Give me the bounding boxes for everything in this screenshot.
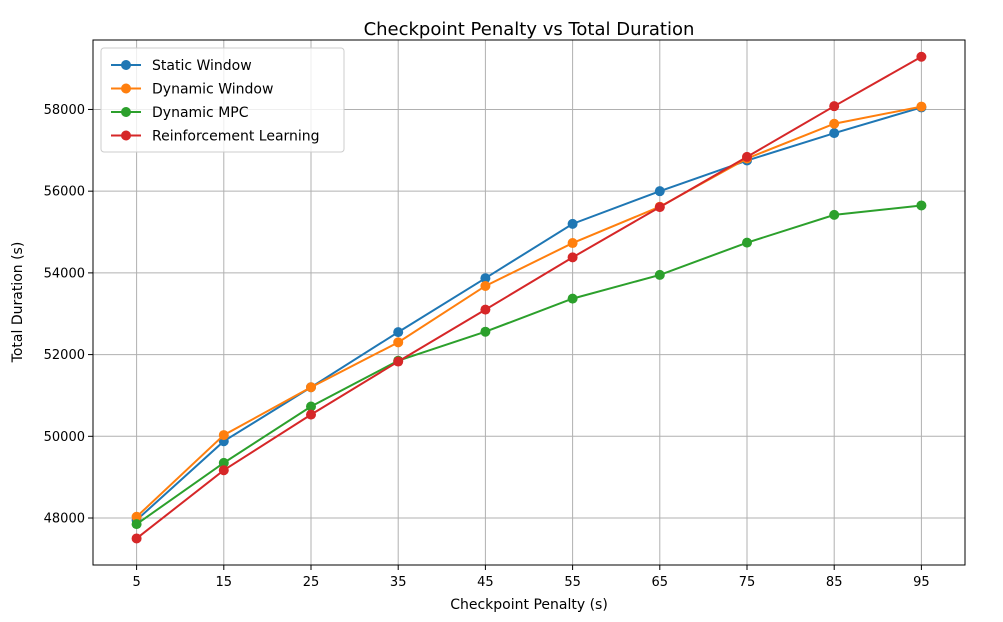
legend-entry: Dynamic MPC: [152, 105, 249, 121]
series-static-window: [131, 102, 927, 526]
x-tick-label: 75: [739, 575, 756, 590]
y-axis: 48000 50000 52000 54000 56000 58000: [44, 103, 93, 527]
data-point: [218, 430, 229, 441]
x-tick-label: 65: [652, 575, 669, 590]
legend-entry: Static Window: [152, 58, 252, 74]
data-point: [567, 293, 578, 304]
series-dynamic-window: [131, 101, 927, 522]
data-point: [393, 337, 404, 348]
series-line: [135, 105, 922, 518]
x-tick-label: 95: [913, 575, 930, 590]
legend-entry: Dynamic Window: [152, 82, 273, 98]
data-point: [829, 118, 840, 129]
data-point: [218, 465, 229, 476]
y-tick-label: 54000: [44, 266, 85, 281]
y-axis-label: Total Duration (s): [10, 242, 26, 364]
x-tick-label: 25: [303, 575, 320, 590]
data-point: [480, 273, 491, 284]
series-line: [135, 55, 922, 540]
chart-title: Checkpoint Penalty vs Total Duration: [364, 19, 695, 40]
data-point: [131, 511, 142, 522]
data-point: [742, 151, 752, 162]
data-point: [829, 209, 840, 220]
legend-entry: Reinforcement Learning: [152, 129, 320, 145]
legend-swatch-marker: [121, 83, 131, 94]
data-point: [306, 409, 316, 420]
y-tick-label: 48000: [44, 512, 85, 527]
data-point: [480, 326, 491, 337]
data-point: [567, 218, 578, 229]
data-point: [567, 238, 578, 249]
data-point: [654, 186, 665, 197]
data-point: [742, 237, 752, 248]
plot-frame: [92, 39, 966, 566]
y-tick-label: 58000: [44, 103, 85, 118]
data-point: [654, 269, 665, 280]
y-tick-label: 52000: [44, 348, 85, 363]
x-axis-label: Checkpoint Penalty (s): [450, 597, 608, 613]
plot-lines: [131, 51, 927, 544]
series-reinforcement-learning: [131, 51, 927, 544]
data-point: [916, 200, 927, 211]
x-tick-label: 35: [390, 575, 407, 590]
data-point: [480, 304, 491, 315]
series-dynamic-mpc: [131, 200, 927, 530]
x-axis: 5 15 25 35 45 55 65 75 85 95: [132, 565, 930, 590]
legend-swatch-marker: [121, 60, 131, 70]
x-tick-label: 45: [477, 575, 494, 590]
legend-swatch-marker: [121, 130, 131, 141]
legend: Static Window Dynamic Window Dynamic MPC Re…: [100, 47, 345, 153]
data-point: [393, 327, 404, 338]
y-tick-label: 50000: [44, 430, 85, 445]
series-line: [136, 204, 922, 525]
data-point: [393, 356, 404, 367]
data-point: [218, 457, 229, 468]
data-point: [916, 51, 927, 62]
data-point: [131, 519, 142, 530]
data-point: [306, 401, 316, 412]
data-point: [829, 101, 840, 112]
x-tick-label: 15: [216, 575, 233, 590]
series-line: [135, 106, 922, 521]
data-point: [480, 280, 491, 291]
x-tick-label: 85: [826, 575, 843, 590]
y-tick-label: 56000: [44, 185, 85, 200]
data-point: [131, 533, 142, 544]
data-point: [306, 382, 316, 393]
legend-swatch-marker: [121, 107, 131, 117]
data-point: [567, 252, 578, 263]
data-point: [916, 101, 927, 112]
legend-box: [100, 47, 345, 153]
data-point: [829, 128, 840, 139]
data-point: [654, 202, 665, 213]
x-tick-label: 5: [132, 575, 140, 590]
x-tick-label: 55: [564, 575, 581, 590]
